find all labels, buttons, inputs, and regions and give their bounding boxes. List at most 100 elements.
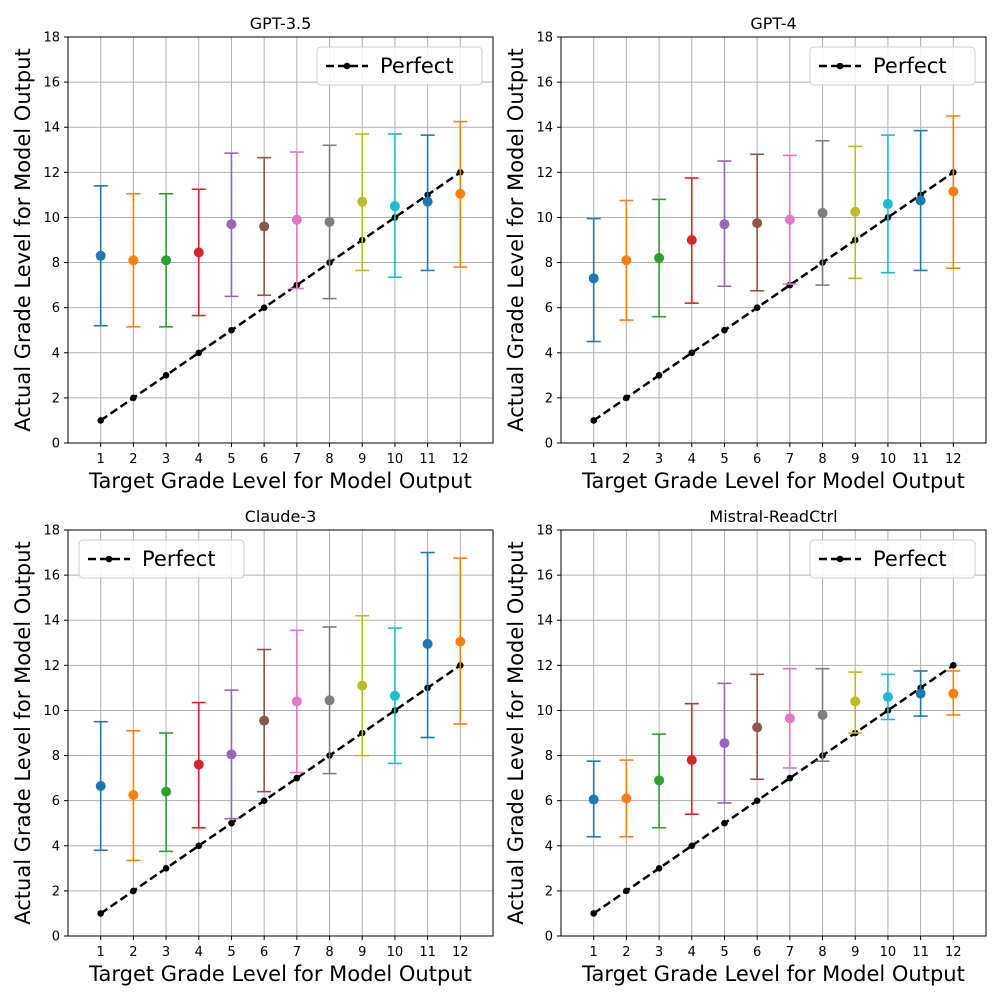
y-tick-label: 0 — [52, 437, 60, 452]
y-tick-label: 14 — [43, 614, 60, 629]
x-tick-label: 7 — [786, 452, 794, 467]
y-tick-label: 6 — [52, 301, 60, 316]
data-point — [752, 218, 763, 229]
data-point — [948, 688, 959, 699]
data-point — [128, 255, 139, 266]
perfect-point — [260, 304, 268, 311]
y-tick-label: 18 — [536, 31, 553, 46]
y-tick-label: 8 — [545, 749, 553, 764]
data-point — [291, 696, 302, 707]
legend-box — [316, 46, 483, 86]
y-tick-label: 12 — [536, 659, 553, 674]
perfect-point — [130, 887, 137, 895]
x-tick-label: 5 — [227, 945, 235, 960]
perfect-point — [786, 774, 794, 782]
data-point — [850, 206, 861, 217]
x-axis-label: Target Grade Level for Model Output — [88, 469, 472, 493]
legend: Perfect — [809, 539, 976, 579]
legend-box — [809, 46, 976, 86]
y-tick-label: 6 — [545, 794, 553, 809]
x-tick-label: 2 — [622, 945, 630, 960]
data-point — [193, 247, 204, 258]
x-tick-label: 2 — [622, 452, 630, 467]
y-tick-label: 8 — [52, 256, 60, 271]
x-tick-label: 4 — [195, 452, 203, 467]
legend: Perfect — [78, 539, 245, 579]
x-tick-label: 4 — [688, 945, 696, 960]
x-tick-label: 11 — [419, 452, 436, 467]
perfect-point — [721, 326, 728, 334]
data-point — [259, 221, 270, 232]
x-tick-label: 10 — [387, 945, 404, 960]
x-tick-label: 9 — [358, 452, 366, 467]
x-tick-label: 9 — [851, 945, 859, 960]
data-point — [422, 638, 433, 649]
x-tick-label: 8 — [325, 452, 333, 467]
axes-frame — [67, 529, 494, 937]
axes-frame — [560, 529, 987, 937]
data-point — [850, 696, 861, 707]
data-point — [161, 786, 172, 797]
perfect-point — [228, 819, 235, 827]
legend-label: Perfect — [873, 54, 947, 78]
data-point — [588, 794, 599, 805]
x-tick-label: 6 — [260, 945, 268, 960]
x-tick-label: 1 — [97, 452, 105, 467]
y-tick-label: 12 — [43, 166, 60, 181]
perfect-point — [623, 394, 630, 402]
perfect-point — [721, 819, 728, 827]
y-tick-label: 12 — [43, 659, 60, 674]
y-tick-label: 18 — [536, 524, 553, 539]
data-point — [686, 235, 697, 245]
data-point — [95, 250, 106, 261]
x-tick-label: 10 — [880, 452, 897, 467]
data-point — [226, 219, 237, 230]
x-tick-label: 10 — [880, 945, 897, 960]
perfect-line — [99, 664, 462, 915]
legend-label: Perfect — [142, 547, 216, 571]
data-point — [128, 790, 139, 801]
legend-marker — [836, 62, 844, 70]
y-tick-label: 4 — [52, 346, 60, 361]
legend-marker — [105, 555, 113, 563]
perfect-point — [753, 797, 761, 804]
y-tick-label: 10 — [536, 211, 553, 226]
data-point — [882, 198, 893, 209]
x-tick-label: 12 — [452, 452, 469, 467]
y-tick-label: 4 — [52, 839, 60, 854]
data-point — [719, 219, 730, 230]
y-tick-label: 14 — [43, 121, 60, 136]
y-tick-label: 16 — [43, 569, 60, 584]
data-point — [654, 775, 665, 786]
perfect-point — [753, 304, 761, 311]
perfect-point — [195, 842, 203, 850]
x-tick-label: 11 — [912, 452, 929, 467]
y-tick-label: 6 — [52, 794, 60, 809]
y-tick-label: 4 — [545, 346, 553, 361]
data-point — [291, 214, 302, 225]
y-axis-label: Actual Grade Level for Model Output — [11, 48, 35, 432]
y-tick-label: 16 — [536, 569, 553, 584]
data-point — [817, 709, 828, 720]
x-axis-label: Target Grade Level for Model Output — [88, 962, 472, 986]
x-tick-label: 12 — [452, 945, 469, 960]
data-point — [817, 207, 828, 218]
x-tick-label: 4 — [195, 945, 203, 960]
perfect-point — [260, 797, 268, 804]
x-tick-label: 8 — [818, 452, 826, 467]
data-point — [422, 196, 433, 207]
axes-frame — [67, 36, 494, 444]
x-tick-label: 10 — [387, 452, 404, 467]
x-tick-label: 8 — [818, 945, 826, 960]
legend-marker — [836, 555, 844, 563]
data-point — [686, 755, 697, 766]
data-point — [259, 715, 270, 726]
y-tick-label: 8 — [545, 256, 553, 271]
data-point — [784, 214, 795, 225]
data-point — [95, 781, 106, 792]
x-tick-label: 2 — [129, 452, 137, 467]
x-tick-label: 1 — [590, 945, 598, 960]
y-tick-label: 2 — [52, 391, 60, 406]
legend-label: Perfect — [380, 54, 454, 78]
